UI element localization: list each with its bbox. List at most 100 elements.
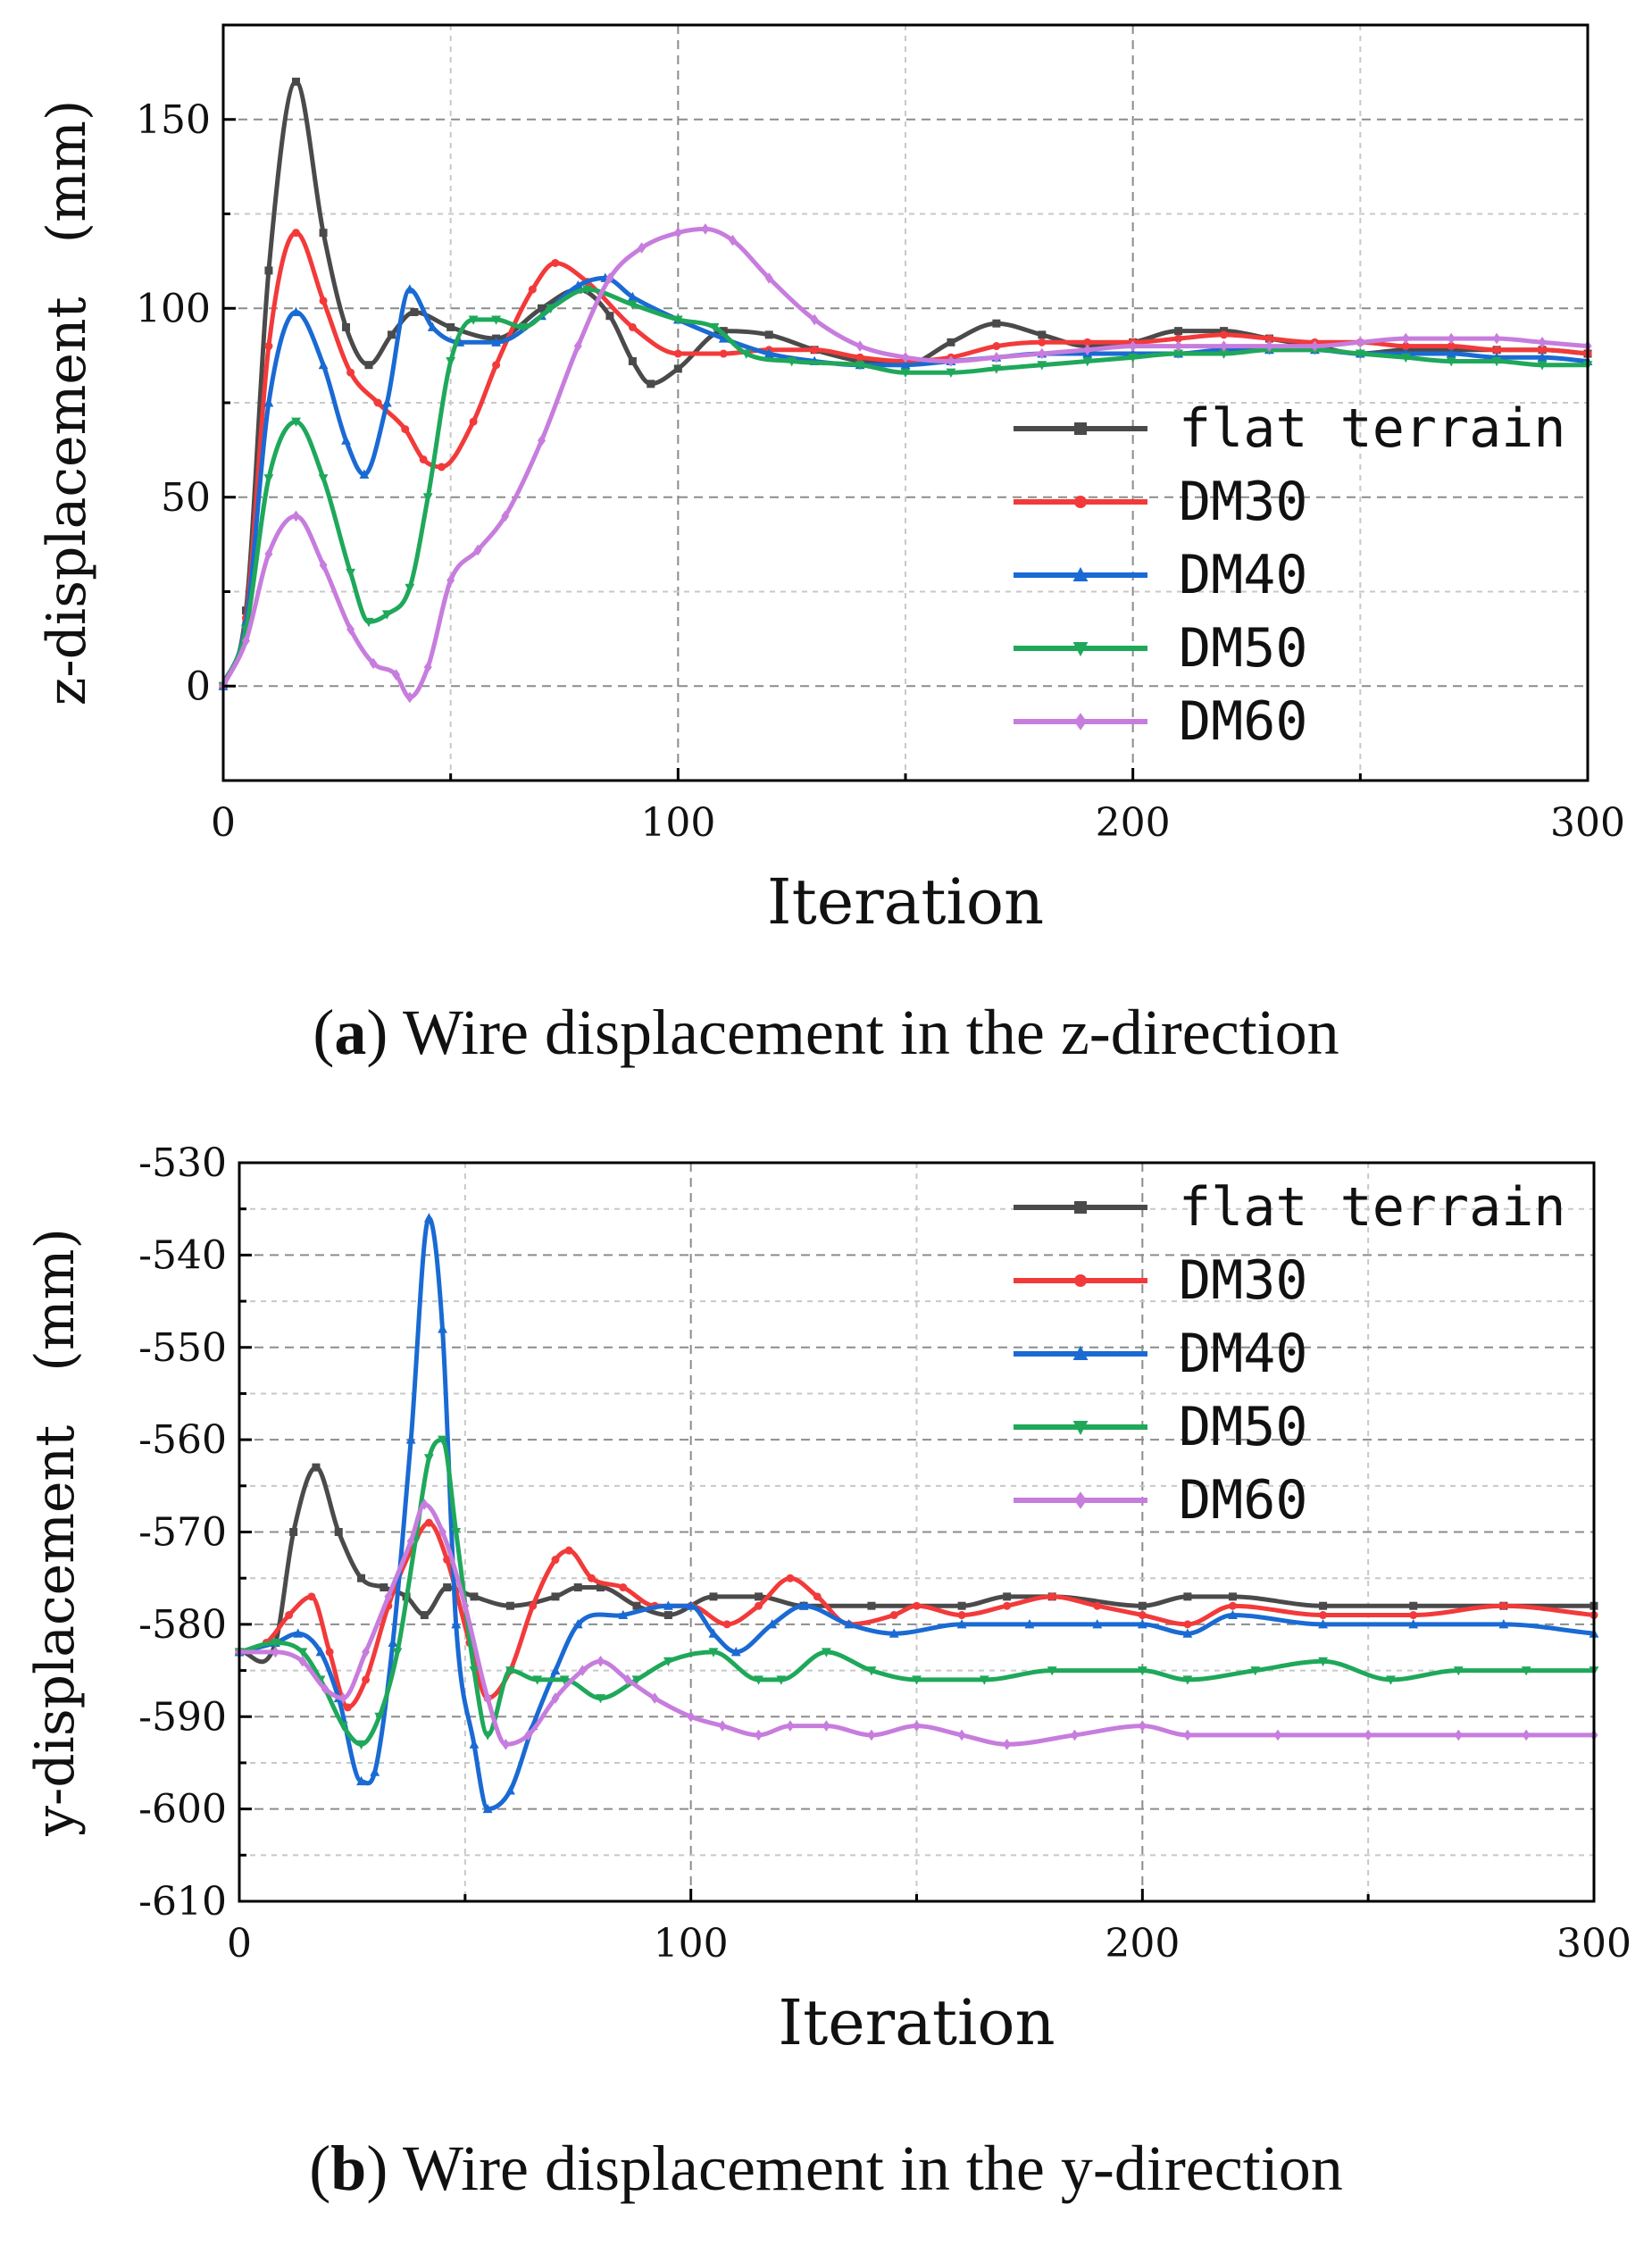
data-point (443, 1583, 452, 1592)
data-point (473, 544, 482, 556)
data-point (505, 1785, 515, 1795)
y-tick-label: -530 (138, 1140, 227, 1186)
data-point (321, 1682, 330, 1695)
data-point (346, 623, 355, 636)
data-point (1386, 1675, 1396, 1685)
data-point (291, 306, 301, 316)
data-point (1491, 356, 1502, 367)
data-point (362, 1646, 371, 1658)
data-point (1037, 361, 1047, 371)
data-point (628, 300, 638, 310)
data-point (730, 1647, 741, 1657)
data-point (1355, 349, 1365, 359)
data-point (1250, 1666, 1261, 1676)
data-point (419, 455, 428, 463)
data-point (1318, 1619, 1328, 1629)
data-point (307, 1592, 316, 1601)
data-point (319, 296, 328, 305)
data-point (1401, 342, 1410, 351)
data-point (341, 435, 351, 445)
data-point (505, 1666, 515, 1676)
data-point (687, 1710, 696, 1723)
y-tick-label: -550 (138, 1325, 227, 1371)
data-point (451, 1619, 462, 1629)
data-point (388, 1637, 398, 1648)
data-point (597, 1655, 605, 1667)
data-point (913, 1720, 921, 1732)
data-point (957, 1729, 966, 1741)
data-point (538, 304, 546, 313)
data-point (1454, 1729, 1463, 1741)
data-point (1364, 1729, 1372, 1741)
legend-marker (1074, 496, 1087, 508)
data-point (946, 368, 956, 379)
data-point (1173, 349, 1183, 359)
data-point (338, 1722, 348, 1732)
data-point (401, 425, 410, 434)
y-axis-label: y-displacement (mm) (24, 1228, 87, 1837)
data-point (956, 1619, 967, 1629)
data-point (387, 330, 396, 339)
data-point (406, 1535, 415, 1548)
data-point (405, 284, 415, 294)
chart-y-displacement: 0 100 200 300 -610 -600 -590 -580 -570 -560 -550 -5… (24, 1140, 1631, 2059)
data-point (422, 493, 433, 503)
data-point (1070, 1729, 1079, 1741)
data-point (423, 1454, 434, 1464)
data-point (572, 280, 583, 290)
data-point (912, 1675, 922, 1685)
data-point (1310, 340, 1319, 352)
y-tick-label: -540 (138, 1232, 227, 1278)
data-point (297, 1648, 308, 1657)
data-point (469, 1666, 480, 1676)
legend-marker (1074, 1201, 1087, 1214)
data-point (1038, 338, 1047, 347)
data-point (1499, 1601, 1508, 1610)
data-point (291, 229, 300, 238)
data-point (1038, 330, 1047, 339)
legend-marker (1072, 1345, 1089, 1360)
data-point (605, 272, 614, 284)
data-point (1319, 1611, 1328, 1620)
data-point (1521, 1666, 1531, 1676)
data-point (1137, 1666, 1147, 1676)
series-points-dm60 (219, 223, 1592, 704)
data-point (381, 610, 392, 620)
data-point (1492, 332, 1501, 345)
data-point (538, 435, 546, 447)
data-point (370, 1766, 380, 1776)
data-point (451, 1528, 462, 1538)
data-point (518, 322, 529, 333)
data-point (1183, 1592, 1192, 1601)
data-point (263, 474, 274, 484)
y-tick-label: -560 (138, 1417, 227, 1463)
data-point (373, 398, 382, 407)
data-point (1401, 332, 1410, 345)
data-point (1183, 1729, 1192, 1741)
y-tick-label: -610 (138, 1879, 227, 1925)
x-tick-label: 100 (640, 800, 715, 846)
data-point (844, 1619, 855, 1629)
data-point (728, 234, 737, 246)
data-point (359, 469, 370, 479)
data-point (446, 322, 455, 331)
data-point (631, 1675, 642, 1685)
data-point (446, 356, 456, 367)
data-point (638, 242, 647, 254)
data-point (1174, 334, 1183, 343)
data-point (1003, 1601, 1012, 1610)
data-point (501, 1738, 510, 1750)
data-point (564, 1546, 573, 1555)
data-point (582, 285, 592, 295)
caption-letter: b (330, 2133, 367, 2204)
data-point (1228, 1609, 1238, 1620)
legend-label: DM40 (1179, 1323, 1308, 1385)
data-point (1093, 1601, 1102, 1610)
data-point (1003, 1592, 1012, 1601)
data-point (628, 322, 637, 331)
data-point (469, 417, 478, 426)
data-point (754, 1675, 763, 1685)
data-point (363, 617, 374, 628)
data-point (420, 1499, 429, 1510)
data-point (1138, 1720, 1147, 1732)
